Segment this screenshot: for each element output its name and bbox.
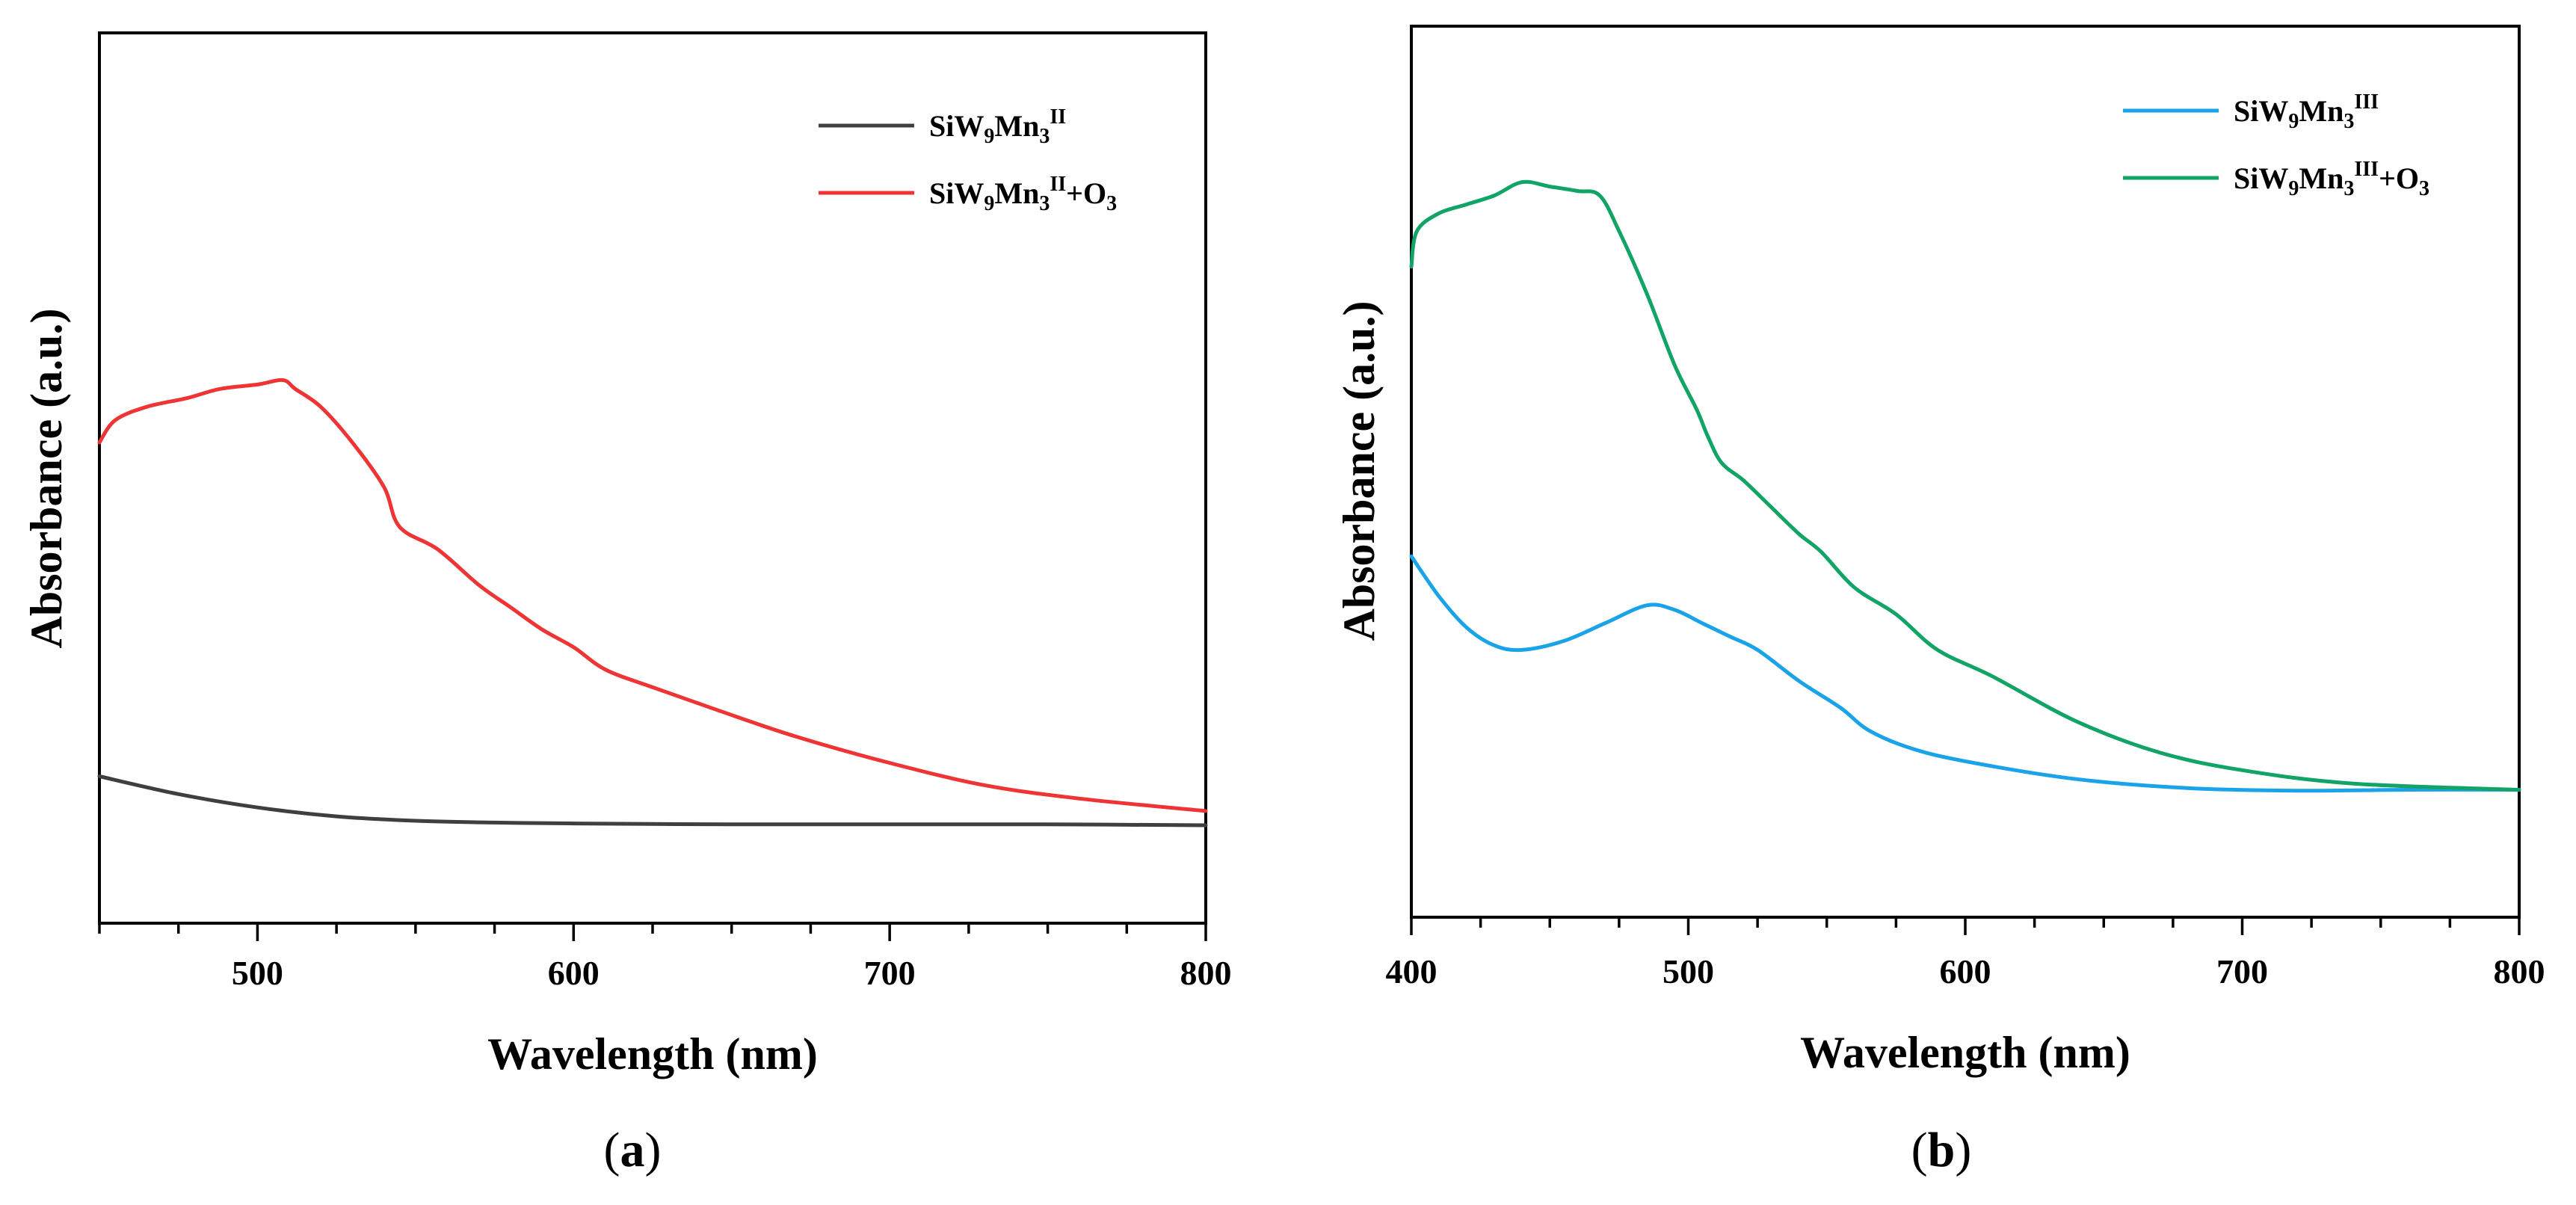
x-tick-label: 800 xyxy=(2494,952,2545,990)
panel-a: 500 600 700 800 SiW9Mn3II SiW9Mn3II+O3 Wavel… xyxy=(22,31,1232,1177)
x-tick-label: 500 xyxy=(1663,952,1714,990)
legend: SiW9Mn3II SiW9Mn3II+O3 xyxy=(819,105,1117,215)
legend-label: SiW9Mn3II xyxy=(929,105,1066,148)
x-tick-label: 700 xyxy=(864,954,916,992)
x-tick-label: 600 xyxy=(1940,952,1991,990)
y-axis-title: Absorbance (a.u.) xyxy=(22,308,71,648)
series-line-1 xyxy=(1409,554,2521,793)
x-tick-label: 700 xyxy=(2216,952,2268,990)
legend-label: SiW9Mn3III xyxy=(2234,90,2379,133)
x-ticks: 500 600 700 800 xyxy=(98,923,1232,992)
x-tick-label: 600 xyxy=(548,954,600,992)
legend-label: SiW9Mn3III+O3 xyxy=(2234,158,2429,200)
x-tick-label: 800 xyxy=(1180,954,1232,992)
legend: SiW9Mn3III SiW9Mn3III+O3 xyxy=(2123,90,2429,200)
series-lines xyxy=(1409,179,2521,793)
x-tick-label: 400 xyxy=(1386,952,1438,990)
x-axis-title: Wavelength (nm) xyxy=(487,1029,818,1079)
panel-label: (b) xyxy=(1911,1123,1972,1177)
x-axis-title: Wavelength (nm) xyxy=(1800,1028,2130,1077)
series-line-1 xyxy=(97,774,1208,828)
x-tick-label: 500 xyxy=(232,954,283,992)
series-line-2 xyxy=(1409,179,2521,792)
series-lines xyxy=(97,377,1208,828)
legend-label: SiW9Mn3II+O3 xyxy=(929,173,1117,215)
series-line-2 xyxy=(97,377,1208,813)
panel-label: (a) xyxy=(604,1123,662,1177)
y-axis-title: Absorbance (a.u.) xyxy=(1334,301,1384,641)
panel-b: 400 500 600 700 800 SiW9Mn3IIISiW9Mn3III+O3 … xyxy=(1334,25,2545,1177)
x-ticks: 400 500 600 700 800 xyxy=(1386,917,2545,990)
plot-frame xyxy=(98,31,1207,925)
